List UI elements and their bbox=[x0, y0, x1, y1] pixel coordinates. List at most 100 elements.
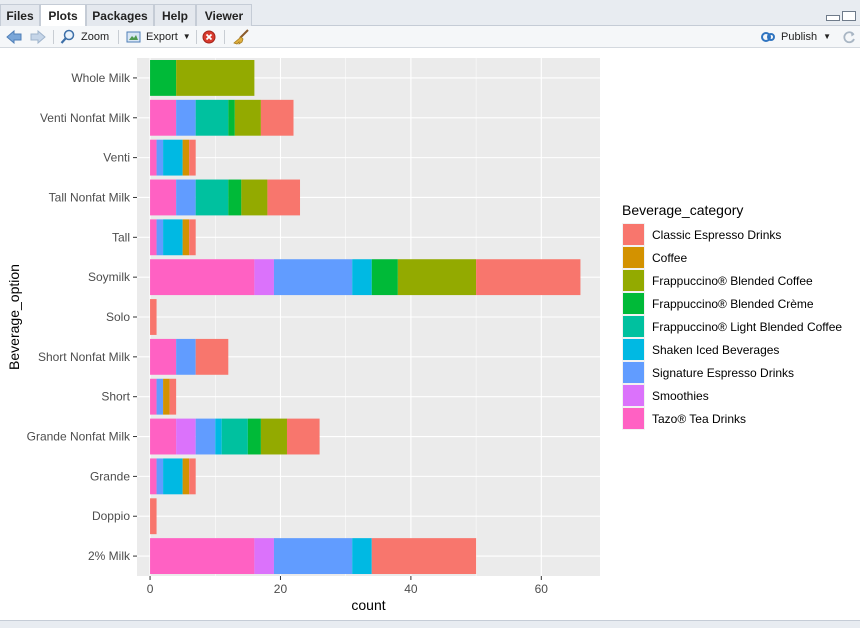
forward-button[interactable] bbox=[30, 29, 46, 45]
bar-segment bbox=[150, 219, 157, 256]
legend-label: Frappuccino® Light Blended Coffee bbox=[652, 320, 842, 334]
bar-segment bbox=[150, 378, 157, 415]
bar-segment bbox=[267, 179, 301, 216]
x-tick-label: 0 bbox=[147, 582, 154, 596]
bar-segment bbox=[156, 139, 164, 176]
bar-segment bbox=[254, 259, 274, 296]
x-axis-title: count bbox=[351, 597, 385, 613]
bar-segment bbox=[156, 458, 164, 495]
bar-segment bbox=[163, 219, 183, 256]
bar-segment bbox=[371, 259, 398, 296]
y-tick-label: Tall bbox=[112, 230, 130, 244]
bar-segment bbox=[189, 139, 196, 176]
legend-swatch bbox=[623, 339, 644, 360]
bar-segment bbox=[195, 338, 229, 375]
legend-label: Signature Espresso Drinks bbox=[652, 366, 794, 380]
publish-button[interactable]: Publish ▼ bbox=[760, 29, 831, 45]
legend-label: Frappuccino® Blended Crème bbox=[652, 297, 814, 311]
bar-segment bbox=[150, 179, 177, 216]
dropdown-caret-icon: ▼ bbox=[823, 32, 831, 41]
toolbar-divider bbox=[196, 30, 197, 44]
bar-segment bbox=[273, 538, 353, 575]
x-tick-label: 40 bbox=[404, 582, 418, 596]
y-tick-label: Grande Nonfat Milk bbox=[27, 430, 131, 444]
legend-swatch bbox=[623, 408, 644, 429]
minimize-pane-icon[interactable] bbox=[826, 15, 840, 21]
tab-viewer[interactable]: Viewer bbox=[196, 4, 252, 26]
legend-swatch bbox=[623, 224, 644, 245]
remove-plot-icon bbox=[202, 30, 216, 44]
tab-files[interactable]: Files bbox=[0, 4, 40, 26]
bar-segment bbox=[150, 299, 157, 335]
bar-segment bbox=[176, 179, 196, 216]
export-button[interactable]: Export ▼ bbox=[126, 29, 191, 45]
zoom-label: Zoom bbox=[81, 31, 110, 43]
y-tick-label: Short bbox=[101, 390, 130, 404]
arrow-right-icon bbox=[30, 30, 46, 44]
bar-segment bbox=[169, 378, 177, 415]
bar-segment bbox=[189, 219, 196, 256]
x-tick-label: 60 bbox=[535, 582, 549, 596]
legend-label: Smoothies bbox=[652, 389, 709, 403]
refresh-icon bbox=[843, 31, 855, 44]
pane-bottom-border bbox=[0, 620, 860, 628]
arrow-left-icon bbox=[6, 30, 22, 44]
bar-segment bbox=[228, 99, 235, 136]
back-button[interactable] bbox=[6, 29, 22, 45]
bar-segment bbox=[176, 59, 255, 96]
bar-segment bbox=[150, 418, 177, 455]
y-tick-label: Grande bbox=[90, 469, 130, 483]
bar-segment bbox=[156, 378, 164, 415]
toolbar-divider bbox=[53, 30, 54, 44]
bar-segment bbox=[241, 179, 268, 216]
y-tick-label: Solo bbox=[106, 310, 130, 324]
tab-help[interactable]: Help bbox=[154, 4, 196, 26]
export-image-icon bbox=[126, 31, 141, 43]
plots-toolbar: Zoom Export ▼ Publish ▼ bbox=[0, 26, 860, 48]
bar-segment bbox=[476, 259, 581, 296]
bar-segment bbox=[163, 378, 170, 415]
plot-viewer: Whole Milk Venti Nonfat Milk Venti Tall Non… bbox=[0, 48, 860, 620]
publish-label: Publish bbox=[781, 31, 818, 43]
y-tick-label: 2% Milk bbox=[88, 549, 131, 563]
maximize-pane-icon[interactable] bbox=[842, 11, 856, 21]
zoom-button[interactable]: Zoom bbox=[60, 29, 109, 45]
tab-plots[interactable]: Plots bbox=[40, 4, 86, 27]
bar-segment bbox=[195, 179, 229, 216]
bar-segment bbox=[195, 418, 216, 455]
bar-segment bbox=[163, 458, 183, 495]
bar-segment bbox=[176, 418, 196, 455]
bar-segment bbox=[156, 219, 164, 256]
y-tick-label: Tall Nonfat Milk bbox=[49, 190, 131, 204]
bar-segment bbox=[195, 99, 229, 136]
legend-swatch bbox=[623, 316, 644, 337]
legend-label: Coffee bbox=[652, 251, 687, 265]
legend-swatch bbox=[623, 293, 644, 314]
bar-segment bbox=[286, 418, 320, 455]
broom-icon bbox=[233, 29, 249, 45]
dropdown-caret-icon: ▼ bbox=[182, 32, 191, 41]
legend-swatch bbox=[623, 270, 644, 291]
bar-segment bbox=[234, 99, 261, 136]
bar-segment bbox=[150, 498, 157, 535]
y-tick-label: Whole Milk bbox=[71, 71, 131, 85]
tab-packages[interactable]: Packages bbox=[86, 4, 154, 26]
bar-segment bbox=[150, 338, 177, 375]
tab-packages-label: Packages bbox=[92, 9, 148, 23]
bar-segment bbox=[182, 458, 190, 495]
magnifier-icon bbox=[60, 29, 75, 44]
clear-all-plots-button[interactable] bbox=[232, 29, 250, 45]
bar-segment bbox=[150, 59, 177, 96]
bar-segment bbox=[352, 259, 372, 296]
pane-tab-bar: Files Plots Packages Help Viewer bbox=[0, 0, 860, 27]
bar-segment bbox=[150, 538, 255, 575]
bar-segment bbox=[150, 458, 157, 495]
bar-segment bbox=[182, 139, 190, 176]
tab-plots-label: Plots bbox=[48, 9, 78, 23]
stacked-bar-chart: Whole Milk Venti Nonfat Milk Venti Tall Non… bbox=[6, 58, 842, 613]
remove-plot-button[interactable] bbox=[202, 29, 216, 45]
refresh-button[interactable] bbox=[842, 29, 856, 45]
bar-segment bbox=[247, 418, 261, 455]
bar-segment bbox=[150, 99, 177, 136]
legend-title: Beverage_category bbox=[622, 202, 743, 218]
